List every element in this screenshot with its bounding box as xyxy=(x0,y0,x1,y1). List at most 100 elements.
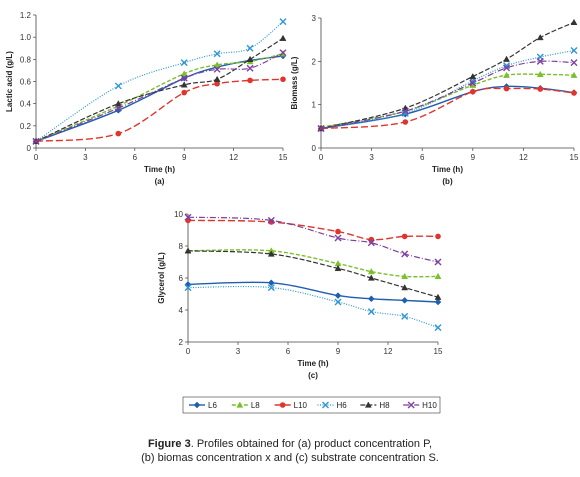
chart-a-series-l10-point xyxy=(214,80,220,87)
chart-c-x-tick-label: 6 xyxy=(286,347,291,356)
chart-c-y-tick-label: 8 xyxy=(179,242,184,251)
chart-b-x-tick-label: 15 xyxy=(570,153,579,162)
chart-c-x-axis-label: Time (h) xyxy=(298,359,329,368)
chart-b-x-tick-label: 3 xyxy=(369,153,374,162)
chart-c-series-l10-point xyxy=(335,228,341,235)
chart-b-series-l10-point xyxy=(537,86,544,92)
chart-b-series-l10-point xyxy=(571,90,577,96)
chart-b-y-tick-label: 1 xyxy=(312,101,317,110)
chart-a-series-h8-point xyxy=(279,34,287,41)
chart-b-series-l10-point xyxy=(402,119,409,125)
chart-a-y-axis-label: Lactic acid (g/L) xyxy=(5,51,14,112)
chart-c-series-l10-line xyxy=(187,219,439,241)
chart-c-series-h8-point xyxy=(184,247,192,254)
legend: L6 L8 L10 H6 H8 H10 xyxy=(182,396,441,414)
chart-a-x-tick-label: 9 xyxy=(182,153,187,162)
chart-c-series-l6-line xyxy=(187,281,439,303)
chart-b-series-l8-point xyxy=(570,71,578,78)
chart-a-x-tick-label: 12 xyxy=(229,153,238,162)
chart-b-x-tick-label: 0 xyxy=(319,153,324,162)
chart-c-series-l6-point xyxy=(267,279,275,287)
chart-b-series-h10-line xyxy=(320,60,575,130)
chart-c-series-h8-point xyxy=(367,274,375,281)
figure-caption: Figure 3. Profiles obtained for (a) prod… xyxy=(40,437,540,465)
chart-c-x-tick-label: 0 xyxy=(186,347,191,356)
chart-a-series-h6-point xyxy=(213,50,221,58)
chart-a-x-tick-label: 0 xyxy=(34,153,39,162)
chart-a-x-tick-label: 6 xyxy=(133,153,138,162)
caption-label: Figure 3 xyxy=(147,438,191,450)
legend-marker-l10 xyxy=(279,402,286,408)
chart-a-series-l10-line xyxy=(35,78,284,143)
chart-b-series-h10-point xyxy=(401,107,409,115)
chart-a-series-h10-point xyxy=(246,64,254,72)
chart-c-series-h8-point xyxy=(401,284,409,291)
chart-c-series-h6-point xyxy=(184,284,192,292)
chart-c-series-h6-line xyxy=(187,285,439,329)
chart-a-series-h6-point xyxy=(279,18,287,26)
chart-c-series-h6-point xyxy=(267,284,275,292)
chart-b-series-h10-point xyxy=(570,59,578,67)
legend-label-h10: H10 xyxy=(422,401,437,410)
chart-c-x-tick-label: 3 xyxy=(236,347,241,356)
chart-a-y-tick-label: 0 xyxy=(27,144,32,153)
chart-a-panel-label: (a) xyxy=(155,177,165,186)
legend-marker-l8 xyxy=(236,401,244,408)
legend-label-h6: H6 xyxy=(337,401,348,410)
chart-b-series-l10-point xyxy=(470,88,476,95)
chart-a-series-h8-point xyxy=(180,81,188,88)
legend-box xyxy=(182,396,441,414)
chart-b-panel-label: (b) xyxy=(442,177,453,186)
chart-c-series-l6-point xyxy=(367,295,375,303)
chart-b-x-axis-label: Time (h) xyxy=(432,165,463,174)
chart-a-series-l8-point xyxy=(180,70,188,77)
chart-c-series-h10-point xyxy=(434,258,442,266)
legend-label-l10: L10 xyxy=(294,401,308,410)
chart-b-series-h10-point xyxy=(469,79,477,87)
legend-marker-h10 xyxy=(407,401,415,409)
chart-b-y-tick-label: 0 xyxy=(312,144,317,153)
chart-c-series-l8-point xyxy=(367,268,375,275)
chart-a-series-l10-point xyxy=(115,130,122,137)
chart-b-series-h8-point xyxy=(469,72,477,80)
chart-c-series-h10-line xyxy=(187,216,439,263)
chart-b-series-h8-point xyxy=(503,55,510,62)
chart-a-series-h8-point xyxy=(246,55,254,62)
chart-b-series-h10-point xyxy=(317,125,325,132)
chart-a-y-tick-label: 0.4 xyxy=(20,100,32,109)
chart-c-series-h8-point xyxy=(267,250,275,257)
chart-c-series-l10-point xyxy=(435,233,441,240)
chart-a-y-tick-label: 1.0 xyxy=(20,33,32,42)
chart-a-series-h6-point xyxy=(246,44,254,52)
chart-b-series-l8-point xyxy=(536,70,544,77)
chart-b-series-l10-point xyxy=(503,85,510,92)
chart-a-x-tick-label: 3 xyxy=(83,153,88,162)
chart-a-y-tick-label: 0.6 xyxy=(20,78,32,87)
chart-a-series-l8-point xyxy=(213,61,221,68)
chart-b-x-tick-label: 9 xyxy=(471,153,476,162)
chart-a-y-tick-label: 0.8 xyxy=(20,55,32,64)
chart-glycerol: 0 3 6 9 12 15 2 4 6 8 10 Time (h) (c) Glycerol (g/L) xyxy=(157,210,443,380)
legend-marker-l6 xyxy=(193,401,201,409)
chart-b-series-l10-line xyxy=(320,87,575,130)
chart-a-series-h10-point xyxy=(114,104,122,112)
legend-label-h8: H8 xyxy=(379,401,390,410)
chart-c-series-h6-point xyxy=(334,298,342,306)
chart-c-series-h6-point xyxy=(434,324,442,332)
chart-b-series-h6-point xyxy=(570,47,578,54)
chart-c-series-l6-point xyxy=(184,281,192,288)
chart-c-series-h8-point xyxy=(434,293,442,300)
chart-a-series-h10-point xyxy=(180,74,188,82)
chart-b-y-tick-label: 2 xyxy=(312,57,317,66)
caption-text: . Profiles obtained for (a) product conc… xyxy=(190,438,433,450)
chart-c-series-h10-point xyxy=(334,234,342,242)
chart-c-series-h10-point xyxy=(401,250,409,258)
chart-c-y-tick-label: 4 xyxy=(179,306,184,315)
chart-a-series-h10-point xyxy=(213,65,221,73)
chart-c-series-l6-point xyxy=(401,297,409,304)
chart-c-series-l6-point xyxy=(434,298,442,306)
chart-b-x-tick-label: 6 xyxy=(420,153,425,162)
chart-b-series-h8-point xyxy=(536,33,544,41)
chart-b-series-h6-point xyxy=(401,109,409,117)
